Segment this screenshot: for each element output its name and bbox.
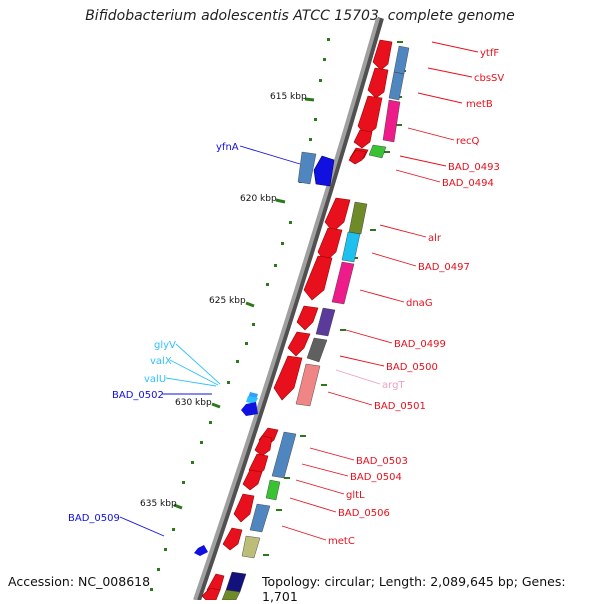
label-dnaG: dnaG (406, 298, 433, 309)
box-next-2 (221, 589, 241, 600)
map-title: Bifidobacterium adolescentis ATCC 15703,… (85, 8, 515, 24)
tick-label: 635 kbp (140, 499, 177, 509)
label-valU: valU (144, 374, 166, 385)
gene-alr (324, 197, 351, 233)
label-glyV: glyV (154, 340, 176, 351)
reverse-labels: yfnA glyV valX valU BAD_0502 BAD_0509 (68, 142, 239, 524)
backbone-shadow (195, 17, 384, 600)
label-recQ: recQ (456, 136, 480, 147)
gene-trna-cluster-2 (246, 396, 258, 404)
scale-dots (150, 38, 330, 591)
box-ytfF (393, 45, 410, 75)
forward-labels: ytfF cbsSV metB recQ BAD_0493 BAD_0494 a… (328, 48, 504, 547)
box-cbsSV (388, 71, 405, 101)
gene-BAD_0497 (317, 227, 343, 263)
box-BAD_0497 (341, 231, 361, 263)
tick-labels: 615 kbp 620 kbp 625 kbp 630 kbp 635 kbp (140, 92, 307, 509)
gene-cbsSV (367, 67, 389, 99)
gene-BAD_0499 (296, 305, 319, 331)
label-BAD_0494: BAD_0494 (442, 178, 494, 189)
gene-BAD_0494 (348, 149, 367, 165)
label-metC: metC (328, 536, 355, 547)
tick-label: 620 kbp (240, 194, 277, 204)
label-alr: alr (428, 233, 442, 244)
forward-genes (201, 39, 393, 600)
tick-label: 630 kbp (175, 398, 212, 408)
label-gltL: gltL (346, 490, 365, 501)
argT-line (335, 369, 381, 385)
label-yfnA: yfnA (216, 142, 239, 153)
label-ytfF: ytfF (480, 48, 499, 59)
label-BAD_0503: BAD_0503 (356, 456, 408, 467)
label-BAD_0493: BAD_0493 (448, 162, 500, 173)
gene-yfnA (297, 151, 317, 185)
box-recQ (368, 144, 387, 159)
label-metB: metB (466, 99, 493, 110)
box-metB (382, 99, 401, 143)
gene-BAD_0502 (241, 402, 258, 416)
box-next-1 (225, 571, 247, 593)
gene-BAD_0509 (194, 545, 208, 556)
gene-gltL (242, 469, 263, 491)
label-BAD_0506: BAD_0506 (338, 508, 390, 519)
gene-dnaG (303, 255, 333, 301)
box-BAD_0503 (271, 431, 297, 479)
gene-recQ (353, 129, 373, 149)
box-alr (348, 201, 368, 235)
box-BAD_0501 (295, 363, 321, 407)
gene-ytfF (372, 39, 393, 71)
label-BAD_0499: BAD_0499 (394, 339, 446, 350)
reverse-genes (194, 151, 335, 556)
label-BAD_0497: BAD_0497 (418, 262, 470, 273)
label-cbsSV: cbsSV (474, 73, 504, 84)
major-ticks (173, 97, 315, 510)
category-boxes (221, 45, 410, 600)
box-BAD_0499 (315, 307, 336, 337)
label-BAD_0501: BAD_0501 (374, 401, 426, 412)
label-BAD_0500: BAD_0500 (386, 362, 438, 373)
label-BAD_0502: BAD_0502 (112, 390, 164, 401)
gene-BAD_0501 (273, 355, 303, 401)
gene-next-2 (201, 587, 221, 600)
label-valX: valX (150, 356, 172, 367)
label-BAD_0504: BAD_0504 (350, 472, 402, 483)
tick-label: 625 kbp (209, 296, 246, 306)
label-BAD_0509: BAD_0509 (68, 513, 120, 524)
box-BAD_0500 (306, 337, 328, 363)
gene-BAD_0500 (287, 331, 311, 357)
accession-text: Accession: NC_008618 (8, 574, 151, 589)
backbone (193, 17, 380, 600)
box-dnaG (331, 261, 355, 305)
gene-BAD_0503b (254, 435, 273, 457)
reverse-label-lines (119, 145, 301, 537)
gene-BAD_0506 (233, 493, 255, 523)
label-argT: argT (382, 380, 405, 391)
gene-yfnA-arrow (313, 155, 335, 187)
box-BAD_0506 (249, 503, 271, 533)
box-metC (241, 535, 261, 559)
gene-metC (222, 527, 243, 551)
forward-label-lines (281, 41, 479, 541)
box-gltL (265, 479, 281, 501)
tick-label: 615 kbp (270, 92, 307, 102)
